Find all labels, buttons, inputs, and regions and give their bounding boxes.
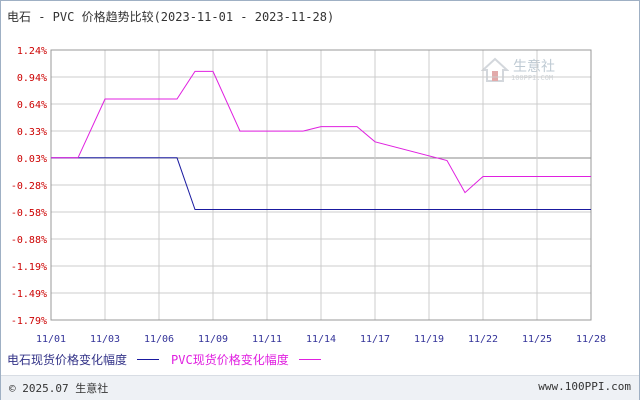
logo-url: 100PPI.COM [511, 74, 554, 82]
x-tick-label: 11/14 [306, 334, 336, 345]
legend-label-series-1: 电石现货价格变化幅度 [7, 353, 128, 367]
x-tick-label: 11/19 [414, 334, 444, 345]
plot-border [50, 49, 592, 321]
y-tick-label: 0.03% [17, 154, 47, 165]
x-tick-label: 11/22 [468, 334, 498, 345]
x-tick-label: 11/25 [522, 334, 552, 345]
legend: 电石现货价格变化幅度 PVC现货价格变化幅度 [7, 351, 333, 368]
series-line-2 [51, 70, 591, 194]
y-tick-label: 0.94% [17, 73, 47, 84]
y-tick-label: -1.79% [11, 316, 47, 327]
legend-label-series-2: PVC现货价格变化幅度 [171, 353, 289, 367]
y-tick-label: -0.28% [11, 181, 47, 192]
footer: © 2025.07 生意社 www.100PPI.com [1, 375, 639, 400]
x-tick-label: 11/09 [198, 334, 228, 345]
line-chart: 1.24% 0.94% 0.64% 0.33% 0.03% -0.28% -0.58% -0.… [11, 46, 606, 345]
series-line-1 [51, 157, 591, 210]
x-tick-label: 11/06 [144, 334, 174, 345]
legend-swatch-series-1 [137, 359, 160, 360]
y-tick-label: 0.64% [17, 100, 47, 111]
watermark-logo: 生意社 100PPI.COM [480, 56, 581, 92]
x-tick-label: 11/17 [360, 334, 390, 345]
logo-text: 生意社 [513, 59, 555, 75]
x-tick-label: 11/03 [90, 334, 120, 345]
y-tick-label: -1.19% [11, 262, 47, 273]
copyright-text: © 2025.07 生意社 [9, 382, 109, 395]
x-tick-label: 11/01 [36, 334, 66, 345]
y-tick-label: 0.33% [17, 127, 47, 138]
legend-swatch-series-2 [298, 359, 321, 360]
site-link[interactable]: www.100PPI.com [538, 380, 631, 393]
x-tick-label: 11/11 [252, 334, 282, 345]
house-icon [480, 57, 510, 82]
y-tick-label: 1.24% [17, 46, 47, 57]
y-tick-label: -0.88% [11, 235, 47, 246]
chart-title: 电石 - PVC 价格趋势比较(2023-11-01 - 2023-11-28) [7, 10, 335, 24]
y-tick-label: -1.49% [11, 289, 47, 300]
y-tick-label: -0.58% [11, 208, 47, 219]
x-tick-label: 11/28 [576, 334, 606, 345]
